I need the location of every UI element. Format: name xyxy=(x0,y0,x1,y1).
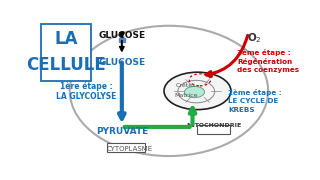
FancyBboxPatch shape xyxy=(108,143,145,152)
Text: 1ère étape :: 1ère étape : xyxy=(60,82,112,91)
FancyBboxPatch shape xyxy=(41,24,91,80)
Text: LA: LA xyxy=(54,30,78,48)
Text: 2ème étape :: 2ème étape : xyxy=(228,89,282,96)
Text: Matrice: Matrice xyxy=(174,93,198,98)
Text: des coenzymes: des coenzymes xyxy=(237,67,299,73)
Text: KREBS: KREBS xyxy=(228,107,255,113)
Text: MITOCHONDRIE: MITOCHONDRIE xyxy=(186,123,241,129)
Text: Régénération: Régénération xyxy=(237,58,292,65)
Text: Crêtes: Crêtes xyxy=(176,83,196,88)
Text: LE CYCLE DE: LE CYCLE DE xyxy=(228,98,279,104)
FancyBboxPatch shape xyxy=(197,125,230,134)
Text: O$_2$: O$_2$ xyxy=(247,31,262,45)
Text: 3ème étape :: 3ème étape : xyxy=(237,49,291,56)
Text: CYTOPLASME: CYTOPLASME xyxy=(106,146,152,152)
Text: LA GLYCOLYSE: LA GLYCOLYSE xyxy=(56,92,116,101)
Bar xyxy=(119,38,125,42)
Text: CELLULE: CELLULE xyxy=(26,56,106,74)
Circle shape xyxy=(184,86,204,98)
Circle shape xyxy=(164,72,231,110)
Text: GLUCOSE: GLUCOSE xyxy=(98,58,145,67)
Text: GLUCOSE: GLUCOSE xyxy=(98,31,145,40)
Text: PYRUVATE: PYRUVATE xyxy=(96,127,148,136)
